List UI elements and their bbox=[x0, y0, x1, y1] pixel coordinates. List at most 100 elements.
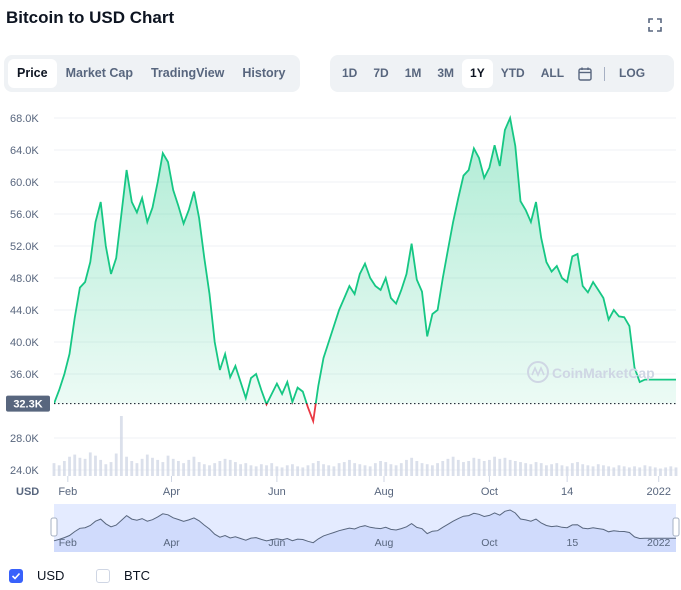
volume-bar bbox=[664, 467, 668, 476]
volume-bar bbox=[545, 465, 548, 476]
volume-bar bbox=[208, 465, 211, 476]
y-tick-label: 40.0K bbox=[10, 337, 39, 349]
range-ytd[interactable]: YTD bbox=[500, 66, 525, 80]
navigator-line bbox=[53, 509, 676, 544]
volume-bar bbox=[156, 459, 160, 476]
navigator-tick-label: 15 bbox=[566, 537, 578, 549]
volume-bar bbox=[337, 463, 341, 476]
volume-bar bbox=[451, 456, 455, 476]
volume-bar bbox=[99, 459, 103, 476]
volume-bar bbox=[130, 461, 134, 476]
volume-bar bbox=[265, 465, 268, 476]
volume-bar bbox=[430, 465, 434, 476]
tab-price[interactable]: Price bbox=[8, 59, 57, 88]
volume-bar bbox=[394, 465, 398, 476]
tab-history[interactable]: History bbox=[242, 66, 286, 80]
volume-bar bbox=[659, 468, 662, 476]
y-tick-label: 36.0K bbox=[10, 369, 39, 381]
watermark-text: CoinMarketCap bbox=[552, 365, 655, 381]
range-1d[interactable]: 1D bbox=[342, 66, 358, 80]
x-tick-label: Feb bbox=[58, 486, 77, 498]
navigator-tick-label: Apr bbox=[163, 537, 180, 549]
volume-bar bbox=[498, 458, 502, 476]
volume-bar bbox=[389, 464, 393, 476]
navigator-handle-right[interactable] bbox=[672, 517, 680, 537]
volume-bar bbox=[202, 464, 206, 476]
volume-bar bbox=[275, 466, 279, 476]
volume-bar bbox=[316, 461, 320, 476]
volume-bar bbox=[353, 463, 357, 476]
y-tick-label: 44.0K bbox=[10, 305, 39, 317]
volume-bar bbox=[228, 459, 232, 476]
volume-bar bbox=[555, 463, 559, 476]
volume-bar bbox=[441, 461, 445, 476]
legend-usd[interactable]: USD bbox=[9, 568, 64, 583]
volume-bar bbox=[218, 461, 222, 476]
volume-bar bbox=[446, 458, 450, 476]
checkbox-usd[interactable] bbox=[9, 568, 23, 583]
x-tick-label: 2022 bbox=[646, 486, 670, 498]
volume-bar bbox=[119, 416, 123, 476]
checkbox-btc[interactable] bbox=[96, 568, 110, 583]
tab-market-cap[interactable]: Market Cap bbox=[65, 66, 133, 80]
volume-bar bbox=[648, 466, 652, 476]
volume-bar bbox=[602, 465, 605, 476]
volume-bar bbox=[638, 467, 642, 476]
volume-bar bbox=[467, 461, 471, 476]
volume-bar bbox=[301, 467, 305, 476]
fullscreen-icon[interactable] bbox=[646, 16, 664, 34]
y-tick-label: 56.0K bbox=[10, 209, 39, 221]
volume-bar bbox=[596, 464, 600, 476]
volume-bar bbox=[78, 457, 82, 476]
y-tick-label: 28.0K bbox=[10, 433, 39, 445]
volume-bar bbox=[171, 458, 175, 476]
navigator-handle-left[interactable] bbox=[50, 517, 58, 537]
range-1m[interactable]: 1M bbox=[404, 66, 422, 80]
chart-title: Bitcoin to USD Chart bbox=[6, 8, 175, 27]
volume-bar bbox=[73, 454, 77, 476]
price-chart[interactable]: 68.0K 64.0K 60.0K 56.0K 52.0K 48.0K 44.0K 40.0K… bbox=[0, 100, 681, 560]
volume-bar bbox=[529, 464, 533, 476]
volume-bar bbox=[358, 464, 362, 476]
volume-bar bbox=[270, 463, 274, 476]
navigator-tick-label: Jun bbox=[268, 537, 285, 549]
range-3m[interactable]: 3M bbox=[437, 66, 455, 80]
volume-bar bbox=[627, 467, 631, 476]
volume-bar bbox=[420, 463, 424, 476]
volume-bar bbox=[607, 466, 611, 476]
volume-bar bbox=[135, 463, 139, 476]
chart-type-tabs: Price Market Cap TradingView History bbox=[4, 55, 300, 92]
y-tick-label: 48.0K bbox=[10, 273, 39, 285]
volume-bar bbox=[462, 462, 465, 476]
legend-btc-label: BTC bbox=[124, 568, 150, 583]
range-1y[interactable]: 1Y bbox=[462, 59, 493, 88]
volume-bar bbox=[669, 466, 673, 476]
price-line-up bbox=[54, 114, 676, 404]
volume-bar bbox=[223, 458, 227, 476]
volume-bar bbox=[524, 463, 528, 476]
navigator-area bbox=[54, 510, 676, 552]
volume-bar bbox=[311, 463, 315, 476]
y-tick-label: 68.0K bbox=[10, 113, 39, 125]
y-tick-label: 64.0K bbox=[10, 145, 39, 157]
volume-bar bbox=[477, 458, 481, 476]
price-area bbox=[54, 118, 676, 404]
range-all[interactable]: ALL bbox=[540, 66, 565, 80]
legend-btc[interactable]: BTC bbox=[96, 568, 150, 583]
watermark-mark bbox=[531, 365, 545, 378]
tab-tradingview[interactable]: TradingView bbox=[150, 66, 225, 80]
x-tick-label: 14 bbox=[561, 486, 573, 498]
volume-bar bbox=[534, 462, 538, 476]
log-scale-toggle[interactable]: LOG bbox=[619, 66, 646, 80]
calendar-icon[interactable] bbox=[572, 59, 598, 88]
volume-bar bbox=[519, 462, 522, 476]
range-7d[interactable]: 7D bbox=[373, 66, 389, 80]
current-price-label: 32.3K bbox=[13, 399, 42, 411]
volume-bar bbox=[560, 465, 564, 476]
volume-bar bbox=[399, 463, 403, 476]
volume-bar bbox=[576, 462, 579, 476]
volume-bar bbox=[177, 461, 180, 476]
volume-bar bbox=[622, 466, 626, 476]
volume-bar bbox=[384, 462, 388, 476]
volume-bar bbox=[161, 462, 165, 476]
